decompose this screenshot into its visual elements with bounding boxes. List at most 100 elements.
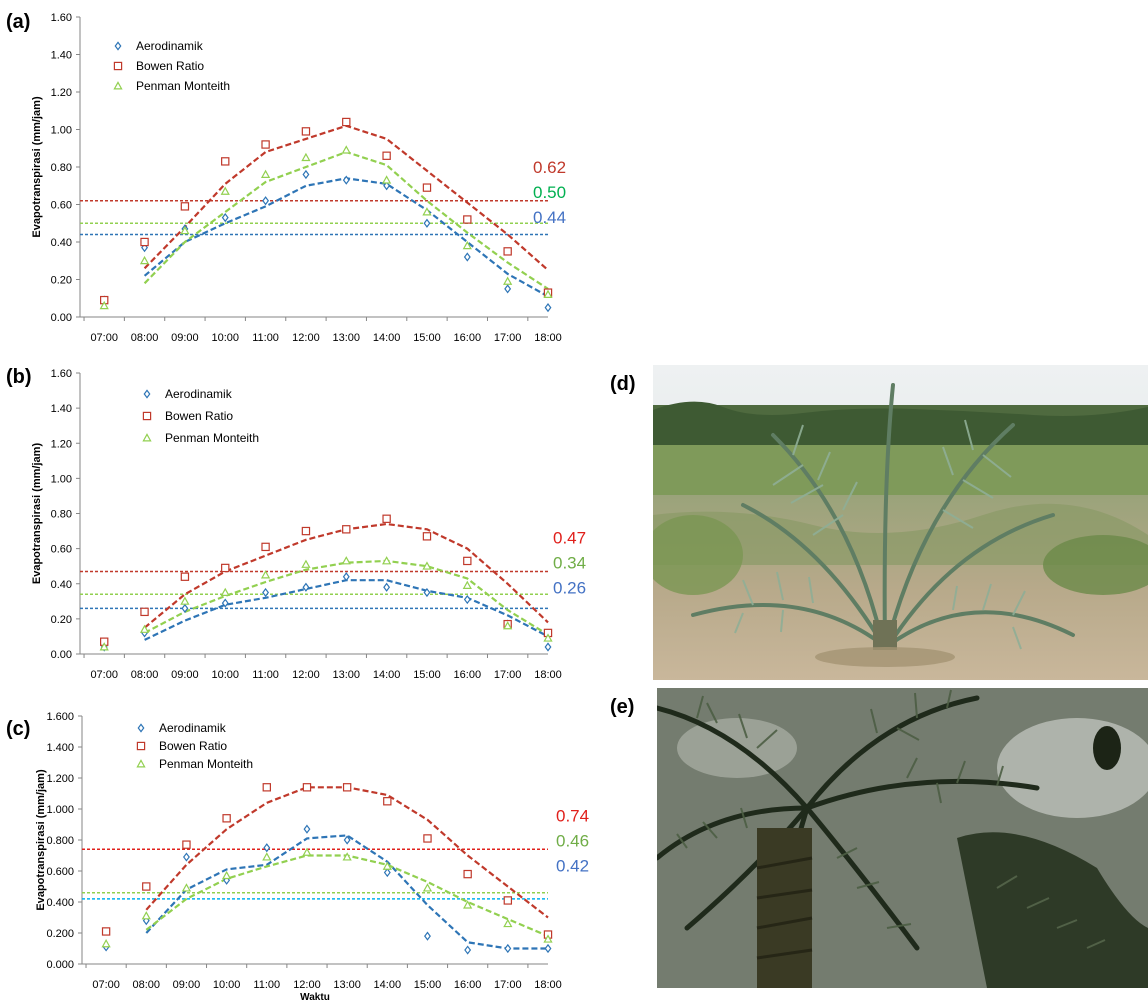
y-tick-label: 0.40 <box>51 579 72 591</box>
legend-marker-diamond <box>114 41 122 51</box>
mean-value-label: 0.34 <box>553 553 586 572</box>
trend-line-triangle <box>143 150 549 290</box>
legend-label: Penman Monteith <box>159 757 253 771</box>
x-tick-label: 17:00 <box>494 332 522 344</box>
trend-line-diamond <box>143 177 549 298</box>
data-point-triangle <box>101 939 111 948</box>
y-tick-label: 0.00 <box>51 312 72 324</box>
x-tick-label: 14:00 <box>373 332 401 344</box>
data-point-square <box>301 127 311 136</box>
data-point-triangle <box>301 559 311 568</box>
x-tick-label: 15:00 <box>413 332 441 344</box>
data-point-diamond <box>343 835 351 845</box>
legend-label: Bowen Ratio <box>165 409 233 423</box>
data-point-square <box>261 140 270 149</box>
mean-value-label: 0.44 <box>533 208 566 227</box>
data-point-square <box>180 202 190 211</box>
x-tick-label: 16:00 <box>454 979 482 991</box>
data-point-triangle <box>99 300 109 310</box>
data-point-diamond <box>504 943 512 954</box>
data-point-diamond <box>302 169 310 180</box>
y-tick-label: 0.20 <box>51 614 72 626</box>
data-point-triangle <box>222 870 232 880</box>
x-tick-label: 07:00 <box>90 332 118 344</box>
legend-marker-triangle <box>113 81 123 90</box>
y-tick-label: 1.000 <box>46 804 74 816</box>
legend-marker-triangle <box>136 759 146 768</box>
data-point-triangle <box>382 556 392 565</box>
y-tick-label: 1.40 <box>51 50 72 62</box>
data-point-square <box>342 783 352 792</box>
data-point-triangle <box>139 624 150 633</box>
legend-label: Aerodinamik <box>159 721 227 735</box>
data-point-square <box>463 556 472 566</box>
legend-label: Penman Monteith <box>165 431 259 445</box>
data-point-square <box>302 783 312 792</box>
y-tick-label: 0.00 <box>51 649 72 661</box>
x-tick-label: 08:00 <box>131 669 159 681</box>
data-point-square <box>382 514 391 523</box>
data-point-triangle <box>462 580 472 589</box>
data-point-triangle <box>341 556 351 565</box>
data-point-triangle <box>382 861 392 870</box>
y-tick-label: 0.60 <box>51 200 72 212</box>
x-tick-label: 07:00 <box>90 669 118 681</box>
data-point-square <box>422 532 432 541</box>
x-tick-label: 16:00 <box>454 332 482 344</box>
data-point-diamond <box>263 843 271 853</box>
data-point-square <box>142 882 151 891</box>
x-tick-label: 14:00 <box>374 979 402 991</box>
panel-letter-b: (b) <box>6 366 32 388</box>
data-point-diamond <box>221 598 229 608</box>
data-point-diamond <box>262 196 270 206</box>
y-tick-label: 0.40 <box>51 237 72 249</box>
data-point-diamond <box>383 867 391 878</box>
data-point-square <box>383 797 392 806</box>
y-tick-label: 1.600 <box>46 711 74 723</box>
x-tick-label: 15:00 <box>414 979 442 991</box>
data-point-triangle <box>180 596 190 605</box>
data-point-square <box>503 896 513 905</box>
data-point-triangle <box>422 561 432 570</box>
data-point-diamond <box>383 582 391 592</box>
x-tick-label: 10:00 <box>211 669 239 681</box>
data-point-triangle <box>99 642 109 651</box>
x-tick-label: 18:00 <box>534 669 562 681</box>
data-point-triangle <box>422 207 432 216</box>
y-tick-label: 1.00 <box>51 473 72 485</box>
y-tick-label: 0.000 <box>46 959 74 971</box>
legend-marker-triangle <box>142 433 152 442</box>
young-palm-illustration <box>653 365 1148 680</box>
y-tick-label: 0.400 <box>46 897 74 909</box>
x-tick-label: 09:00 <box>171 669 199 681</box>
x-tick-label: 13:00 <box>333 669 361 681</box>
data-point-diamond <box>262 587 270 598</box>
trend-line-diamond <box>145 834 548 950</box>
data-point-diamond <box>181 603 189 613</box>
x-tick-label: 17:00 <box>494 669 522 681</box>
legend-label: Aerodinamik <box>165 387 233 401</box>
data-point-triangle <box>180 225 190 235</box>
panel-letter-c: (c) <box>6 718 30 740</box>
x-tick-label: 15:00 <box>413 669 441 681</box>
x-tick-label: 18:00 <box>534 979 562 991</box>
data-point-diamond <box>544 303 552 313</box>
data-point-square <box>182 840 191 849</box>
data-point-diamond <box>424 931 431 941</box>
legend-label: Penman Monteith <box>136 79 230 93</box>
y-tick-label: 0.600 <box>46 866 74 878</box>
data-point-diamond <box>342 175 350 185</box>
data-point-diamond <box>544 642 552 652</box>
x-tick-label: 13:00 <box>333 979 361 991</box>
photo-young-oil-palm <box>653 365 1148 680</box>
legend-marker-square <box>113 61 123 71</box>
panel-letter-a: (a) <box>6 11 30 33</box>
chart-a: 0.00 0.20 0.40 0.60 0.80 1.00 1.20 1.40 1.60 07:0… <box>31 12 566 344</box>
mature-palm-illustration <box>657 688 1148 988</box>
data-point-triangle <box>543 289 553 298</box>
data-point-square <box>222 814 231 823</box>
y-tick-label: 1.20 <box>51 87 72 99</box>
data-point-triangle <box>543 633 553 642</box>
trend-line-triangle <box>145 854 549 938</box>
data-point-square <box>262 783 271 792</box>
